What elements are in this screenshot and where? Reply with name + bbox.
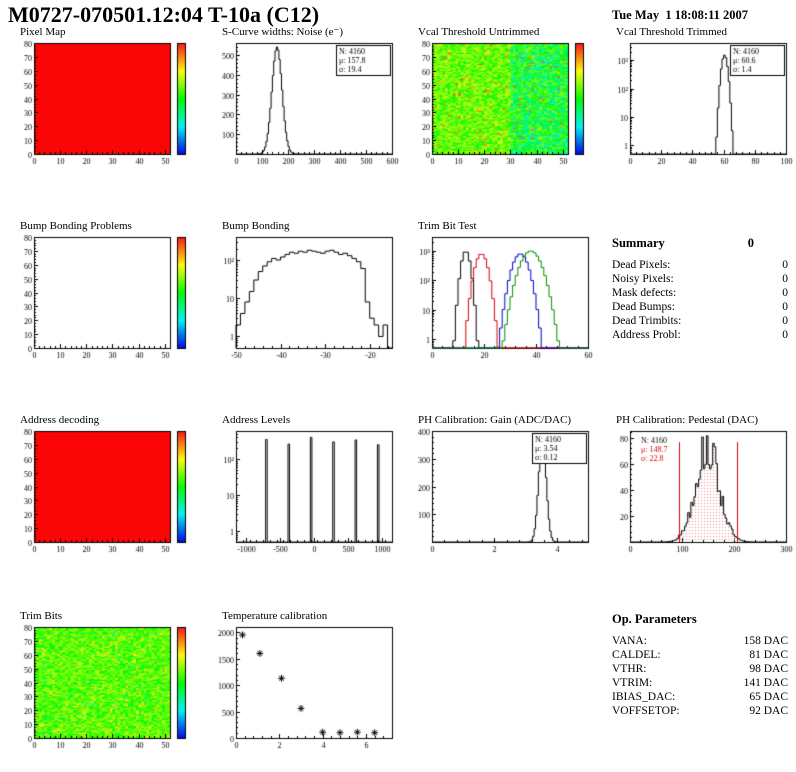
chart-title: S-Curve widths: Noise (e⁻) xyxy=(222,26,343,38)
timestamp: Tue May 1 18:08:11 2007 xyxy=(612,8,748,22)
summary-row-label: Dead Pixels: xyxy=(612,259,671,271)
chart-title: Vcal Threshold Trimmed xyxy=(616,26,728,38)
op-parameter-value: 92 DAC xyxy=(749,705,788,717)
trim-bits-plot xyxy=(8,623,200,758)
chart-title: Trim Bit Test xyxy=(418,220,477,232)
op-parameter-value: 98 DAC xyxy=(749,663,788,675)
summary-total: 0 xyxy=(747,236,754,250)
panel-address-decoding: Address decoding xyxy=(8,414,200,562)
chart-title: Address decoding xyxy=(20,414,100,426)
chart-title: PH Calibration: Pedestal (DAC) xyxy=(616,414,759,426)
ph-gain-plot xyxy=(406,427,598,562)
summary-row-label: Dead Bumps: xyxy=(612,301,675,313)
chart-title: Temperature calibration xyxy=(222,610,328,622)
summary-row-value: 0 xyxy=(782,287,788,299)
op-parameters-header: Op. Parameters xyxy=(612,612,788,627)
ph-pedestal-plot xyxy=(604,427,796,562)
op-parameters-block: Op. Parameters VANA: 158 DAC CALDEL: 81 DA… xyxy=(612,612,788,718)
summary-row: Mask defects: 0 xyxy=(612,286,788,300)
op-parameter-row: IBIAS_DAC: 65 DAC xyxy=(612,690,788,704)
chart-title: Vcal Threshold Untrimmed xyxy=(418,26,540,38)
op-parameter-label: IBIAS_DAC: xyxy=(612,691,676,703)
op-parameter-row: VTHR: 98 DAC xyxy=(612,662,788,676)
op-parameter-label: VTHR: xyxy=(612,663,647,675)
panel-ph-pedestal: PH Calibration: Pedestal (DAC) xyxy=(604,414,796,562)
summary-row: Address Probl: 0 xyxy=(612,328,788,342)
vcal-trimmed-plot xyxy=(604,39,796,174)
bump-bonding-plot xyxy=(210,233,402,368)
panel-vcal-trimmed: Vcal Threshold Trimmed xyxy=(604,26,796,174)
summary-row: Dead Bumps: 0 xyxy=(612,300,788,314)
summary-row-value: 0 xyxy=(782,329,788,341)
panel-bump-bonding-problems: Bump Bonding Problems xyxy=(8,220,200,368)
op-parameter-value: 158 DAC xyxy=(743,635,788,647)
op-parameter-label: VANA: xyxy=(612,635,647,647)
op-parameter-value: 81 DAC xyxy=(749,649,788,661)
chart-title: PH Calibration: Gain (ADC/DAC) xyxy=(418,414,572,426)
chart-title: Bump Bonding xyxy=(222,220,290,232)
chart-title: Trim Bits xyxy=(20,610,63,622)
chart-title: Bump Bonding Problems xyxy=(20,220,132,232)
summary-row-value: 0 xyxy=(782,259,788,271)
summary-row: Noisy Pixels: 0 xyxy=(612,272,788,286)
address-decoding-plot xyxy=(8,427,200,562)
summary-row-label: Address Probl: xyxy=(612,329,681,341)
summary-header: Summary 0 xyxy=(612,236,788,251)
summary-row-value: 0 xyxy=(782,273,788,285)
op-parameter-label: VTRIM: xyxy=(612,677,653,689)
panel-scurve-noise: S-Curve widths: Noise (e⁻) xyxy=(210,26,402,174)
panel-temperature-calibration: Temperature calibration xyxy=(210,610,402,758)
summary-row-value: 0 xyxy=(782,301,788,313)
temperature-calibration-plot xyxy=(210,623,402,758)
panel-vcal-untrimmed: Vcal Threshold Untrimmed xyxy=(406,26,598,174)
summary-row: Dead Trimbits: 0 xyxy=(612,314,788,328)
op-parameter-value: 141 DAC xyxy=(743,677,788,689)
panel-pixel-map: Pixel Map xyxy=(8,26,200,174)
panel-ph-gain: PH Calibration: Gain (ADC/DAC) xyxy=(406,414,598,562)
pixel-map-plot xyxy=(8,39,200,174)
trim-bit-test-plot xyxy=(406,233,598,368)
op-parameter-row: VANA: 158 DAC xyxy=(612,634,788,648)
summary-row-label: Dead Trimbits: xyxy=(612,315,682,327)
summary-title: Summary xyxy=(612,236,665,250)
panel-address-levels: Address Levels xyxy=(210,414,402,562)
summary-row-label: Mask defects: xyxy=(612,287,677,299)
op-parameter-value: 65 DAC xyxy=(749,691,788,703)
address-levels-plot xyxy=(210,427,402,562)
op-parameter-label: CALDEL: xyxy=(612,649,661,661)
summary-row-label: Noisy Pixels: xyxy=(612,273,674,285)
op-parameter-row: VTRIM: 141 DAC xyxy=(612,676,788,690)
page-title: M0727-070501.12:04 T-10a (C12) xyxy=(8,2,320,27)
scurve-noise-plot xyxy=(210,39,402,174)
summary-row-value: 0 xyxy=(782,315,788,327)
panel-trim-bits: Trim Bits xyxy=(8,610,200,758)
chart-title: Pixel Map xyxy=(20,26,66,38)
bump-bonding-problems-plot xyxy=(8,233,200,368)
chart-title: Address Levels xyxy=(222,414,291,426)
vcal-untrimmed-plot xyxy=(406,39,598,174)
summary-row: Dead Pixels: 0 xyxy=(612,258,788,272)
op-parameters-title: Op. Parameters xyxy=(612,612,697,626)
op-parameter-row: VOFFSETOP: 92 DAC xyxy=(612,704,788,718)
summary-block: Summary 0 Dead Pixels: 0 Noisy Pixels: 0 M… xyxy=(612,236,788,342)
panel-bump-bonding: Bump Bonding xyxy=(210,220,402,368)
op-parameter-label: VOFFSETOP: xyxy=(612,705,680,717)
panel-trim-bit-test: Trim Bit Test xyxy=(406,220,598,368)
op-parameter-row: CALDEL: 81 DAC xyxy=(612,648,788,662)
